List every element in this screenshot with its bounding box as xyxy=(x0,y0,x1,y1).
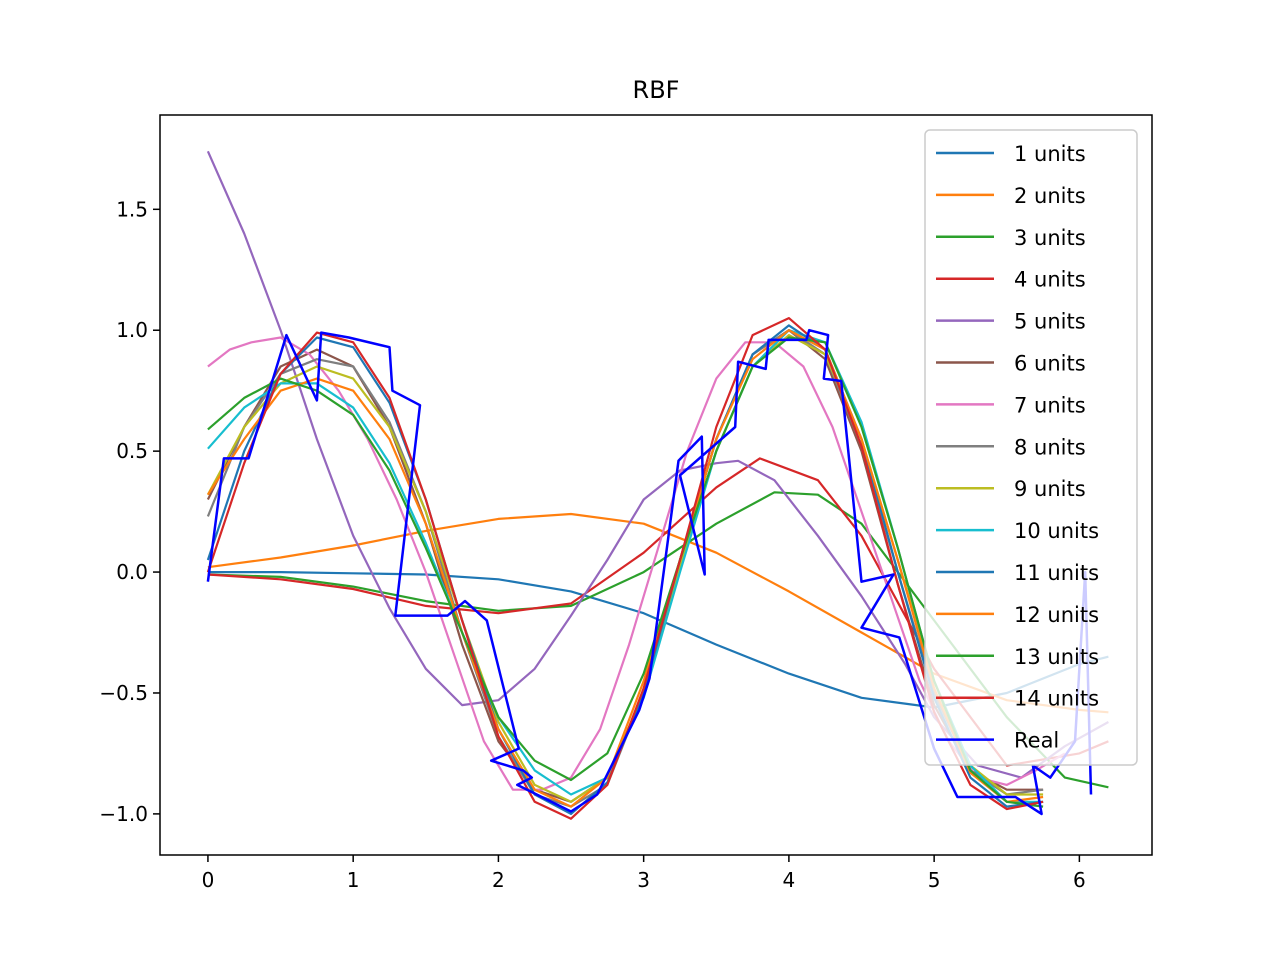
y-axis: −1.0 −0.5 0.0 0.5 1.0 1.5 xyxy=(99,197,160,826)
y-tick-label: 0.0 xyxy=(116,560,148,584)
legend-label: 12 units xyxy=(1014,603,1099,627)
legend-label: 13 units xyxy=(1014,645,1099,669)
x-axis: 0 1 2 3 4 5 6 xyxy=(202,855,1086,892)
legend: 1 units 2 units 3 units 4 units 5 units 6 uni… xyxy=(924,129,1138,766)
x-tick-label: 2 xyxy=(492,868,505,892)
y-tick-label: 0.5 xyxy=(116,439,148,463)
legend-items: 1 units 2 units 3 units 4 units 5 units 6 uni… xyxy=(936,142,1099,753)
series-line-7 xyxy=(207,336,1066,791)
x-tick-label: 1 xyxy=(347,868,360,892)
legend-label: 8 units xyxy=(1014,435,1086,459)
x-tick-label: 5 xyxy=(928,868,941,892)
legend-label: Real xyxy=(1014,729,1059,753)
legend-label: 10 units xyxy=(1014,519,1099,543)
series-layer xyxy=(206,150,1109,820)
y-tick-label: 1.5 xyxy=(116,197,148,221)
legend-label: 3 units xyxy=(1014,226,1086,250)
legend-label: 1 units xyxy=(1014,142,1086,166)
legend-label: 9 units xyxy=(1014,477,1086,501)
x-tick-label: 6 xyxy=(1073,868,1086,892)
legend-label: 5 units xyxy=(1014,310,1086,334)
x-tick-label: 0 xyxy=(202,868,215,892)
legend-label: 11 units xyxy=(1014,561,1099,585)
chart-title: RBF xyxy=(633,76,680,104)
plot-frame xyxy=(159,114,1153,856)
series-line-13 xyxy=(207,336,1044,808)
legend-label: 2 units xyxy=(1014,184,1086,208)
legend-frame xyxy=(924,129,1138,766)
y-tick-label: 1.0 xyxy=(116,318,148,342)
y-tick-label: −1.0 xyxy=(99,802,148,826)
legend-label: 7 units xyxy=(1014,393,1086,417)
x-tick-label: 4 xyxy=(783,868,796,892)
x-tick-label: 3 xyxy=(637,868,650,892)
legend-label: 14 units xyxy=(1014,687,1099,711)
legend-label: 4 units xyxy=(1014,268,1086,292)
series-line-12 xyxy=(206,329,1044,808)
y-tick-label: −0.5 xyxy=(99,681,148,705)
legend-label: 6 units xyxy=(1014,352,1086,376)
